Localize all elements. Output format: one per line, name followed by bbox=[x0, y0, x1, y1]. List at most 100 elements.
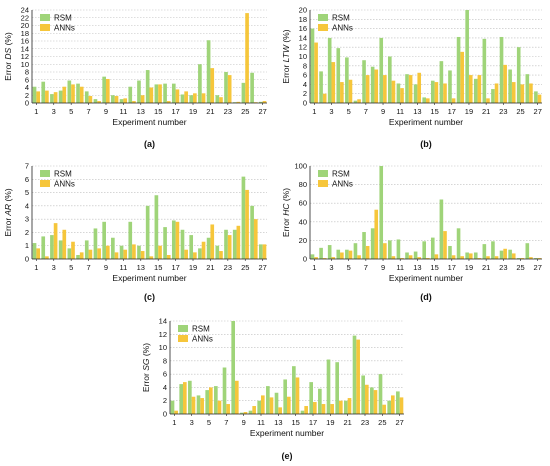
y-axis-title: Error AR (%) bbox=[3, 188, 13, 237]
bar-anns-12 bbox=[132, 244, 136, 259]
y-tick-label: 2 bbox=[25, 228, 29, 237]
bar-anns-15 bbox=[434, 82, 439, 103]
y-axis-title: Error HC (%) bbox=[281, 188, 291, 237]
x-tick-label: 19 bbox=[189, 107, 197, 116]
bar-rsm-8 bbox=[93, 99, 98, 104]
bar-rsm-24 bbox=[508, 69, 512, 103]
bar-rsm-23 bbox=[224, 229, 228, 259]
x-tick-label: 9 bbox=[104, 107, 108, 116]
x-tick-label: 19 bbox=[465, 107, 473, 116]
bar-rsm-17 bbox=[171, 220, 176, 259]
y-tick-label: 20 bbox=[21, 21, 29, 30]
bar-anns-17 bbox=[451, 255, 456, 259]
bar-anns-22 bbox=[219, 97, 223, 103]
bar-anns-11 bbox=[400, 88, 404, 103]
bar-anns-23 bbox=[503, 64, 507, 103]
bar-rsm-5 bbox=[205, 390, 209, 414]
bar-rsm-20 bbox=[473, 78, 478, 103]
x-tick-label: 15 bbox=[430, 107, 438, 116]
bar-rsm-2 bbox=[319, 247, 323, 259]
bar-rsm-27 bbox=[534, 258, 538, 259]
x-tick-label: 1 bbox=[312, 263, 316, 272]
y-tick-label: 5 bbox=[25, 188, 29, 197]
bar-anns-26 bbox=[529, 83, 533, 103]
bar-anns-3 bbox=[53, 223, 58, 259]
bar-rsm-26 bbox=[387, 400, 391, 414]
bar-anns-10 bbox=[391, 80, 396, 103]
bar-anns-16 bbox=[443, 231, 447, 259]
bar-anns-27 bbox=[262, 101, 267, 103]
bar-rsm-10 bbox=[111, 95, 115, 103]
legend-label-anns: ANNs bbox=[54, 180, 75, 189]
bar-anns-19 bbox=[468, 75, 473, 103]
y-tick-label: 4 bbox=[25, 83, 29, 92]
bar-anns-21 bbox=[210, 68, 215, 104]
bar-anns-1 bbox=[36, 248, 41, 259]
bar-rsm-19 bbox=[465, 252, 469, 259]
bar-anns-10 bbox=[391, 256, 396, 259]
bar-anns-9 bbox=[105, 245, 110, 259]
y-axis-title-part: DS bbox=[3, 47, 13, 62]
bar-rsm-18 bbox=[456, 228, 461, 259]
bar-anns-14 bbox=[149, 87, 154, 103]
x-tick-label: 3 bbox=[190, 418, 194, 427]
bar-rsm-23 bbox=[499, 250, 504, 259]
x-tick-label: 17 bbox=[309, 418, 317, 427]
bar-rsm-11 bbox=[119, 245, 124, 259]
x-axis-title: Experiment number bbox=[112, 117, 186, 127]
bar-rsm-19 bbox=[465, 10, 469, 103]
bar-anns-8 bbox=[97, 248, 101, 259]
bar-rsm-12 bbox=[266, 386, 270, 414]
bar-rsm-21 bbox=[206, 237, 211, 259]
bar-rsm-24 bbox=[508, 249, 512, 259]
bar-anns-16 bbox=[166, 255, 171, 259]
bar-anns-7 bbox=[365, 75, 370, 103]
bar-rsm-9 bbox=[379, 166, 384, 259]
bar-anns-2 bbox=[45, 90, 49, 103]
bar-anns-20 bbox=[339, 400, 343, 414]
bar-rsm-22 bbox=[215, 245, 220, 259]
x-tick-label: 27 bbox=[258, 107, 266, 116]
x-tick-label: 19 bbox=[465, 263, 473, 272]
bar-anns-5 bbox=[71, 241, 75, 259]
bar-rsm-21 bbox=[344, 400, 348, 414]
bar-rsm-1 bbox=[32, 243, 37, 259]
bar-anns-6 bbox=[217, 400, 222, 414]
bar-rsm-7 bbox=[84, 91, 89, 104]
bar-rsm-14 bbox=[283, 379, 287, 414]
y-tick-label: 6 bbox=[163, 370, 167, 379]
y-axis-title-part: LTW bbox=[281, 44, 291, 65]
bar-anns-10 bbox=[252, 406, 256, 414]
y-tick-label: 6 bbox=[25, 175, 29, 184]
bar-anns-25 bbox=[245, 13, 249, 104]
bar-anns-1 bbox=[36, 91, 41, 104]
bar-rsm-6 bbox=[76, 83, 80, 104]
bar-rsm-2 bbox=[41, 81, 46, 103]
bar-rsm-14 bbox=[145, 70, 150, 103]
bar-anns-25 bbox=[520, 258, 525, 259]
bar-anns-27 bbox=[399, 397, 404, 414]
y-axis-title: Error LTW (%) bbox=[281, 29, 291, 83]
x-tick-label: 25 bbox=[241, 107, 249, 116]
bar-rsm-20 bbox=[335, 362, 339, 414]
legend-swatch-anns bbox=[40, 24, 50, 31]
x-tick-label: 5 bbox=[347, 263, 351, 272]
bar-rsm-24 bbox=[370, 387, 374, 414]
bar-rsm-26 bbox=[525, 243, 530, 259]
x-tick-label: 7 bbox=[86, 107, 90, 116]
y-tick-label: 1 bbox=[25, 241, 29, 250]
x-tick-label: 5 bbox=[347, 107, 351, 116]
bar-anns-19 bbox=[193, 93, 197, 103]
x-tick-label: 11 bbox=[396, 107, 404, 116]
x-tick-label: 23 bbox=[224, 107, 232, 116]
y-axis-title-part: (%) bbox=[281, 29, 291, 45]
bar-anns-14 bbox=[287, 396, 291, 414]
bar-rsm-22 bbox=[491, 89, 495, 103]
bar-rsm-7 bbox=[222, 367, 227, 414]
bar-anns-22 bbox=[494, 256, 499, 259]
bar-anns-13 bbox=[140, 95, 145, 103]
legend-label-anns: ANNs bbox=[54, 24, 75, 33]
legend-label-anns: ANNs bbox=[192, 335, 213, 344]
bar-anns-24 bbox=[511, 253, 516, 259]
